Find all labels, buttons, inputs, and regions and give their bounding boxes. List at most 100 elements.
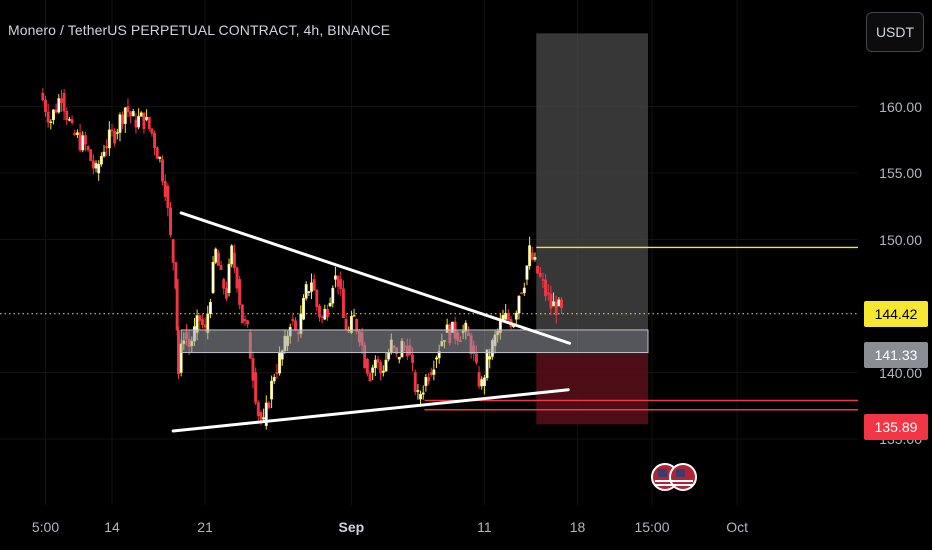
candle-body (222, 279, 226, 289)
resistance-trendline (179, 211, 572, 345)
candle-body (142, 112, 146, 129)
candle-body (413, 372, 417, 392)
candle-body (474, 353, 478, 363)
candle-body (67, 119, 71, 121)
candle-body (536, 265, 540, 274)
chart-title: Monero / TetherUS PERPETUAL CONTRACT, 4h… (8, 22, 391, 38)
candle-body (538, 272, 542, 277)
candle-body (219, 265, 223, 270)
candle-body (291, 319, 295, 322)
candle-body (530, 252, 534, 260)
candle-body (429, 372, 433, 375)
candle-body (333, 275, 337, 280)
candle-body (97, 163, 101, 174)
candle-body (312, 279, 316, 291)
candle-body (254, 372, 258, 403)
profit-target-box (536, 33, 648, 330)
candle-body (155, 147, 159, 159)
candle-body (549, 293, 553, 309)
candle-body (131, 111, 135, 117)
candle-body (115, 132, 119, 134)
candle-body (110, 129, 114, 132)
candle-body (137, 116, 141, 128)
candle-body (552, 301, 556, 307)
candle-body (341, 288, 345, 319)
candle-body (86, 146, 90, 151)
candle-body (525, 265, 529, 280)
candle-body (371, 367, 375, 373)
candle-body (482, 377, 486, 387)
candle-body (373, 359, 377, 368)
candle-body (208, 301, 212, 315)
currency-button[interactable]: USDT (866, 12, 924, 52)
candle-body (336, 275, 340, 287)
candle-body (105, 146, 109, 149)
candle-body (522, 287, 526, 294)
x-tick-label: 18 (569, 519, 586, 535)
candle-body (272, 377, 276, 382)
candle-body (339, 279, 343, 290)
candle-body (275, 372, 279, 374)
candle-body (477, 372, 481, 387)
candle-body (52, 109, 55, 121)
candle-body (424, 376, 428, 387)
candle-body (75, 132, 79, 136)
candle-body (246, 320, 250, 325)
y-tick-label: 140.00 (879, 364, 922, 381)
candle-body (121, 114, 125, 124)
candle-body (344, 319, 348, 331)
candle-body (315, 290, 319, 308)
candle-body (270, 380, 274, 400)
us-flag-event-icon[interactable] (651, 457, 697, 497)
candle-body (544, 279, 548, 297)
candle-body (267, 402, 271, 409)
candle-body (60, 98, 63, 104)
candle-body (376, 358, 380, 363)
candle-body (421, 392, 425, 395)
x-tick-label: 21 (197, 519, 213, 535)
price-label: 144.42 (864, 300, 928, 327)
candle-body (161, 159, 164, 182)
candle-body (368, 373, 372, 381)
x-tick-label: 11 (477, 519, 492, 535)
candle-body (488, 356, 492, 360)
candle-body (294, 320, 297, 331)
stop-loss-box (536, 352, 648, 425)
candle-body (44, 99, 47, 113)
candle-body (235, 267, 239, 289)
candle-body (175, 279, 179, 331)
candle-body (560, 299, 563, 309)
candle-body (57, 98, 61, 113)
candle-body (65, 110, 69, 121)
candle-body (557, 299, 561, 307)
candle-body (262, 417, 266, 420)
candle-body (533, 257, 537, 260)
candle-body (49, 121, 53, 123)
support-zone (180, 329, 649, 354)
candle-body (416, 390, 420, 392)
x-tick-label: Sep (338, 519, 365, 535)
candle-body (506, 312, 510, 321)
candle-body (107, 129, 111, 149)
candle-body (427, 376, 430, 382)
candle-body (381, 370, 385, 373)
candle-body (169, 207, 172, 236)
candle-body (384, 359, 388, 372)
candle-body (480, 379, 484, 387)
price-label: 135.89 (864, 414, 928, 441)
candle-body (158, 156, 162, 159)
y-tick-label: 155.00 (879, 165, 922, 181)
candle-body (153, 132, 157, 148)
candle-body (310, 282, 313, 292)
candle-body (318, 305, 321, 317)
candle-body (134, 119, 138, 128)
candle-body (435, 357, 438, 360)
candle-body (320, 316, 324, 319)
x-tick-label: 15:00 (634, 519, 670, 535)
candle-body (89, 149, 93, 162)
candle-body (232, 252, 236, 269)
candle-body (304, 284, 308, 299)
candle-body (546, 292, 550, 295)
